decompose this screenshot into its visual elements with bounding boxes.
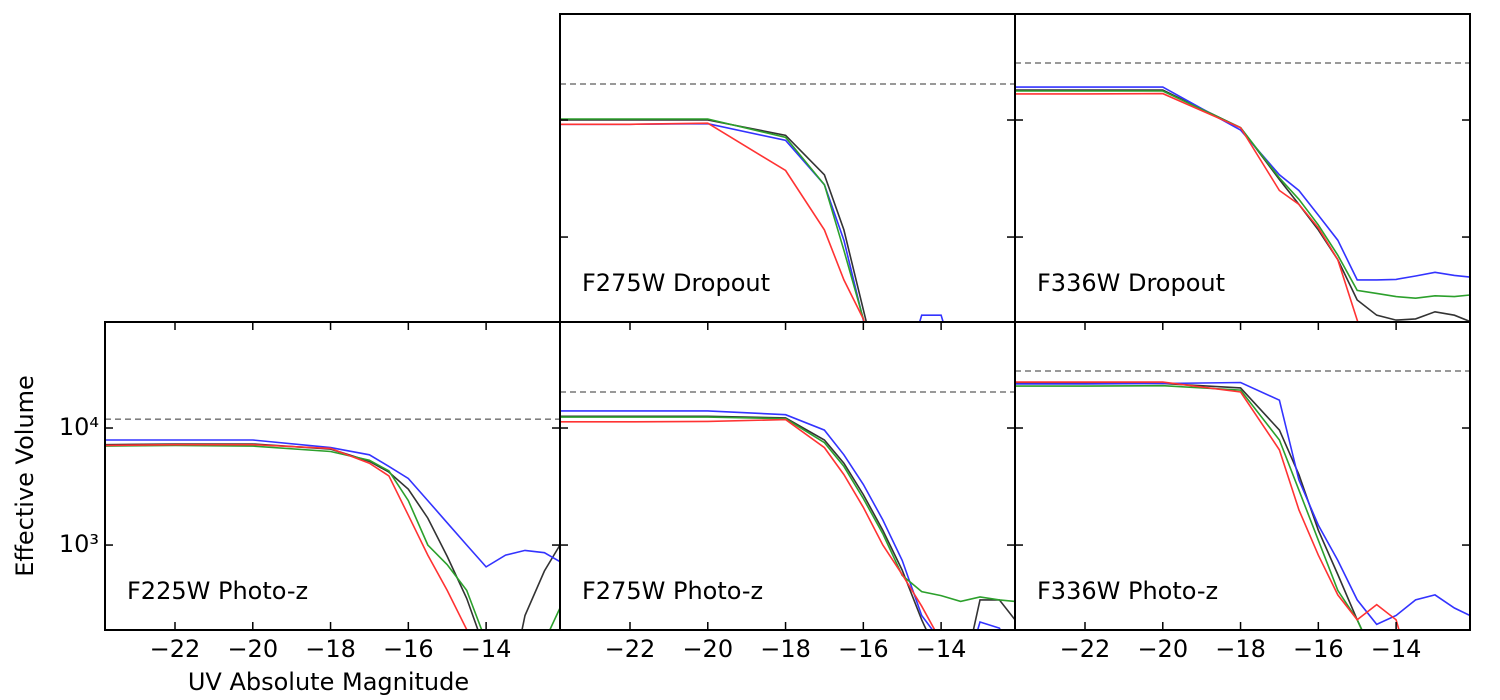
series-line (1015, 90, 1470, 300)
series-line (1015, 86, 1470, 281)
plot-area (1015, 62, 1470, 322)
x-tick-label: −22 (605, 635, 656, 663)
series-line (105, 443, 468, 630)
panel-title: F275W Photo-z (582, 577, 763, 605)
series-line (1015, 92, 1359, 322)
series-line (560, 119, 868, 322)
x-tick-label: −18 (1215, 635, 1266, 663)
series-line (1015, 381, 1470, 626)
series-line (1015, 384, 1363, 630)
panel-title: F275W Dropout (582, 269, 770, 297)
series-line (560, 410, 1002, 630)
panel-title: F225W Photo-z (127, 577, 308, 605)
x-tick-label: −18 (305, 635, 356, 663)
series-line (105, 439, 560, 568)
series-line (105, 444, 560, 630)
panel-title: F336W Dropout (1037, 269, 1225, 297)
x-tick-label: −16 (383, 635, 434, 663)
y-tick-label: 10⁴ (59, 413, 99, 441)
series-line (560, 118, 865, 322)
x-tick-label: −14 (1371, 635, 1422, 663)
x-tick-label: −20 (227, 635, 278, 663)
y-axis-label: Effective Volume (11, 375, 39, 577)
x-tick-label: −22 (1060, 635, 1111, 663)
x-tick-label: −20 (1137, 635, 1188, 663)
plot-area (105, 418, 560, 630)
x-tick-label: −20 (682, 635, 733, 663)
plot-area (1015, 370, 1470, 630)
x-tick-label: −14 (461, 635, 512, 663)
panel-frame (1014, 321, 1471, 631)
plot-area (560, 83, 1015, 322)
y-tick-label: 10³ (59, 530, 99, 558)
series-line (560, 418, 936, 630)
panel-title: F336W Photo-z (1037, 577, 1218, 605)
series-line (560, 122, 944, 322)
x-tick-label: −14 (916, 635, 967, 663)
series-line (1015, 381, 1400, 630)
x-axis-label: UV Absolute Magnitude (188, 668, 469, 696)
x-tick-label: −18 (760, 635, 811, 663)
series-line (560, 416, 1015, 603)
series-line (560, 122, 865, 322)
x-tick-label: −22 (150, 635, 201, 663)
x-tick-label: −16 (1293, 635, 1344, 663)
x-tick-label: −16 (838, 635, 889, 663)
